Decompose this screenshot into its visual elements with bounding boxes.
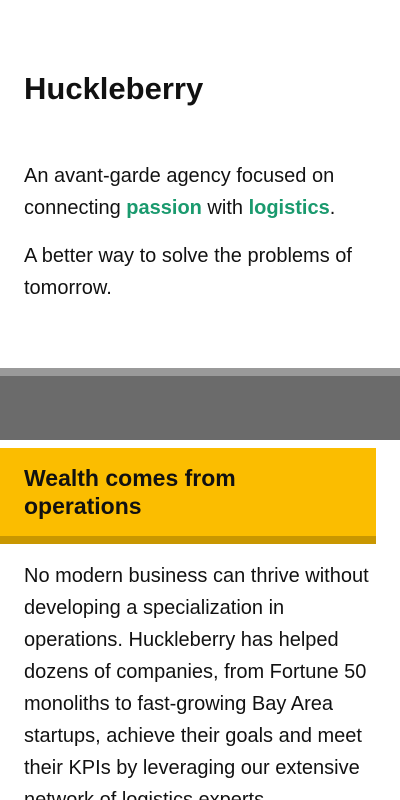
- tagline: A better way to solve the problems of to…: [24, 245, 352, 299]
- highlight-passion: passion: [126, 197, 202, 219]
- section-heading-callout: Wealth comes from operations: [0, 448, 376, 544]
- intro-middle: with: [201, 197, 249, 219]
- brand-title: Huckleberry: [24, 71, 204, 106]
- highlight-logistics: logistics: [248, 197, 330, 219]
- section-heading: Wealth comes from operations: [24, 465, 236, 519]
- intro-paragraph: An avant-garde agency focused on connect…: [24, 160, 376, 224]
- section-body: No modern business can thrive without de…: [24, 565, 369, 800]
- divider-band: [0, 368, 400, 440]
- intro-suffix: .: [329, 197, 336, 219]
- hero-section: Huckleberry An avant-garde agency focuse…: [0, 0, 400, 304]
- intro-prefix: An avant-garde agency focused on connect…: [24, 165, 335, 219]
